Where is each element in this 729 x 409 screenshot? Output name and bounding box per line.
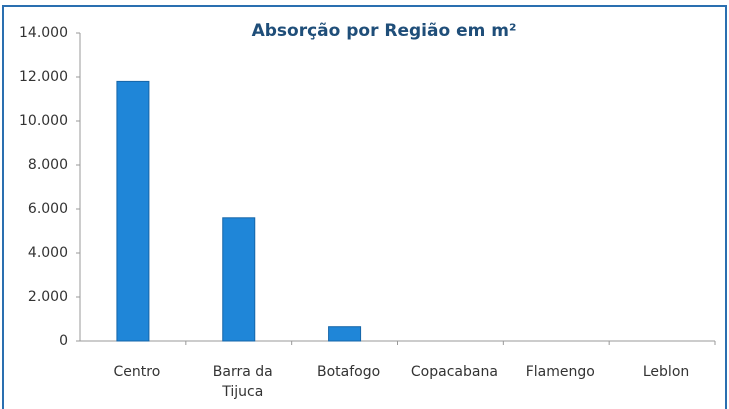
x-tick-label: Copacabana — [410, 364, 498, 380]
y-tick-label: 12.000 — [19, 69, 68, 85]
x-tick-label: Flamengo — [525, 364, 595, 380]
y-tick-label: 2.000 — [28, 289, 68, 305]
frame-border — [2, 5, 727, 409]
y-tick-label: 6.000 — [28, 201, 68, 217]
y-tick-label: 14.000 — [19, 25, 68, 41]
x-tick-label: Leblon — [642, 364, 690, 380]
x-tick-label: Barra da Tijuca — [212, 364, 273, 400]
y-tick-label: 8.000 — [28, 157, 68, 173]
y-tick-label: 4.000 — [28, 245, 68, 261]
y-tick-label: 10.000 — [19, 113, 68, 129]
chart-title: Absorção por Região em m² — [252, 21, 517, 41]
bar — [116, 80, 150, 342]
x-tick-label: Botafogo — [316, 364, 381, 380]
bar — [222, 217, 256, 342]
x-tick-label: Centro — [113, 364, 161, 380]
y-tick-label: 0 — [59, 333, 68, 349]
bar — [328, 326, 362, 342]
